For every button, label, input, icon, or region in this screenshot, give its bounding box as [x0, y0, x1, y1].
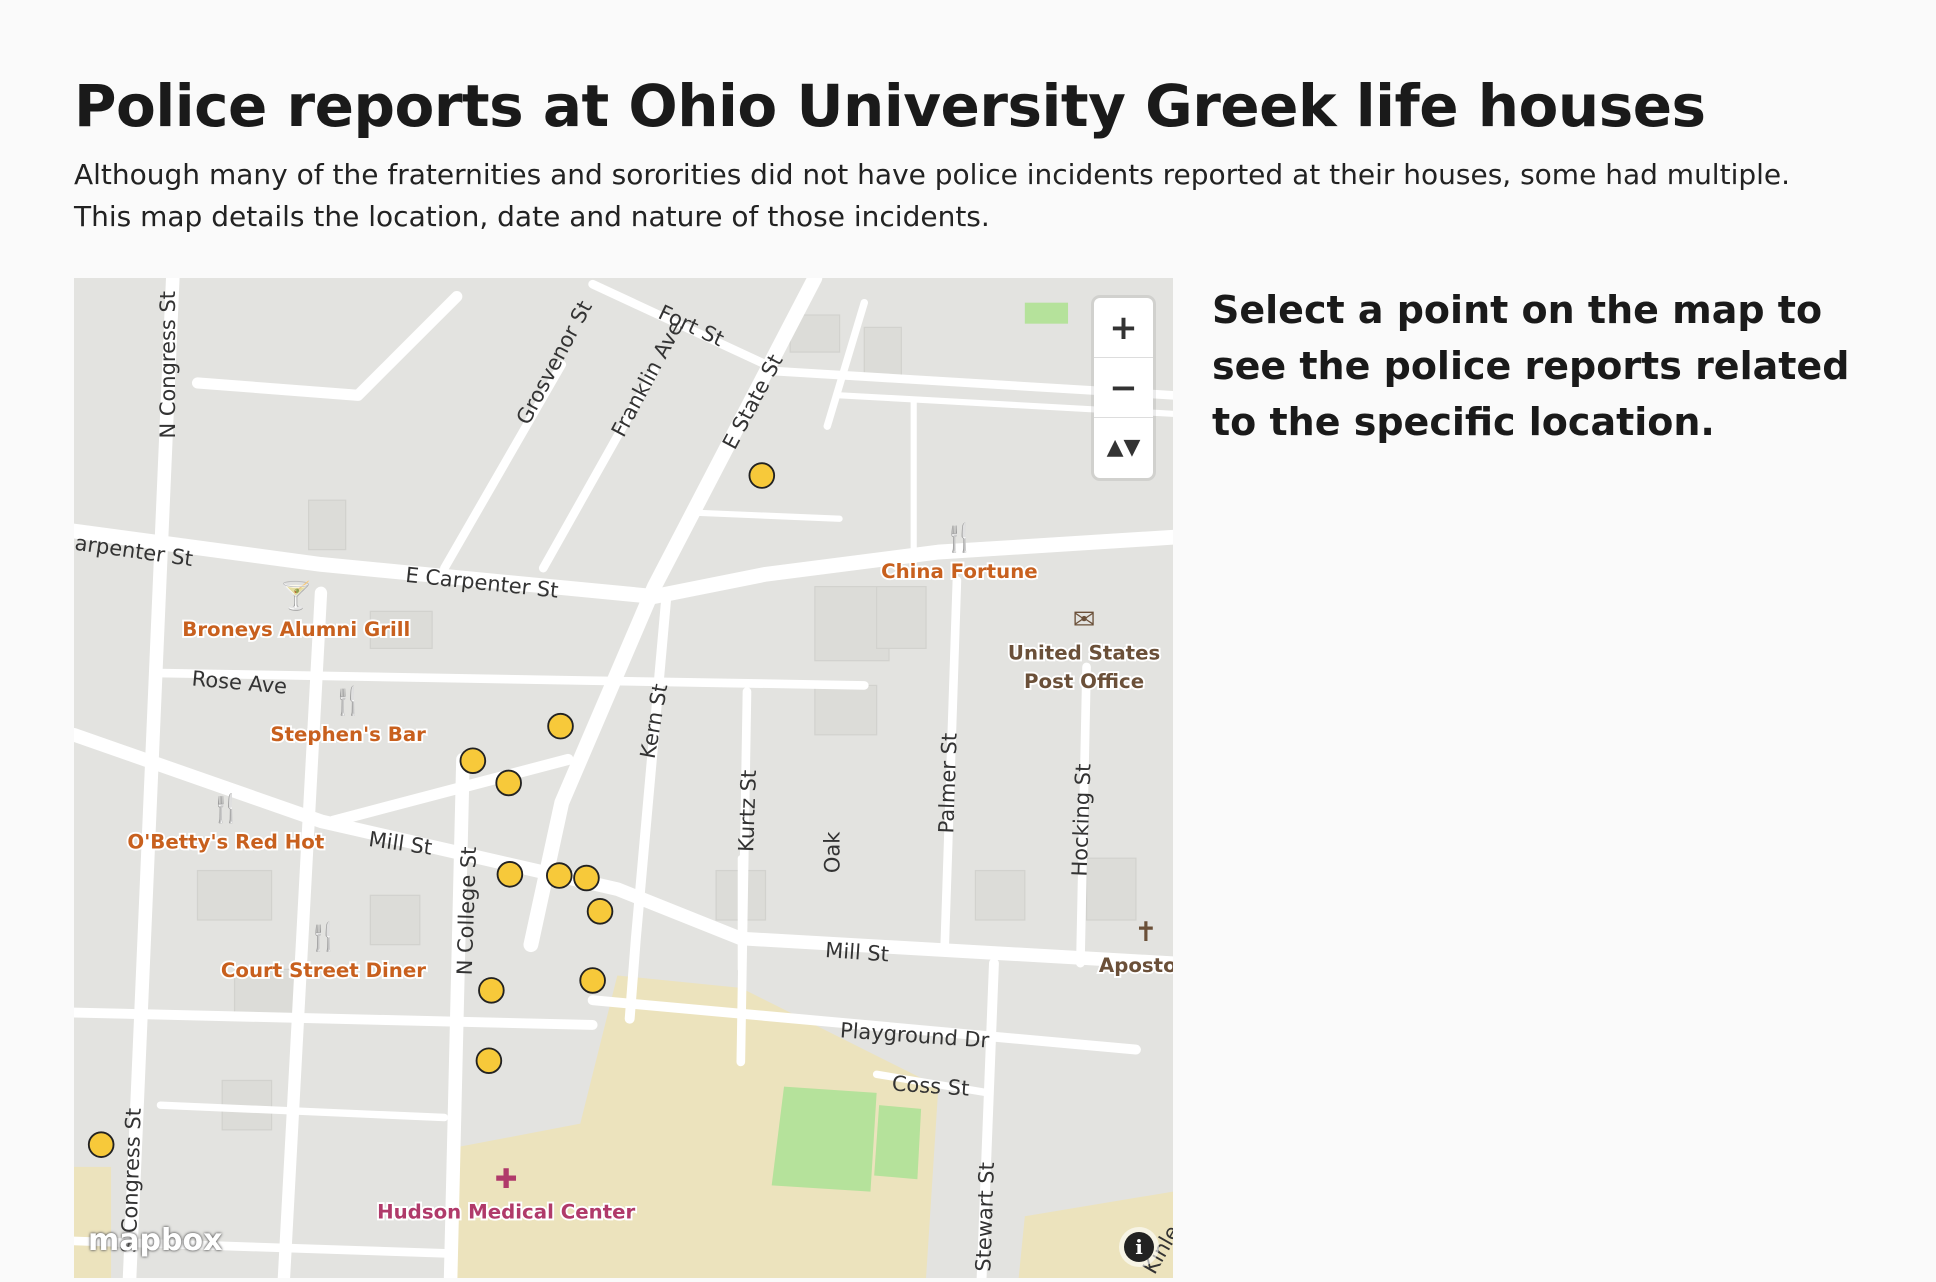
zoom-out-button[interactable]: − — [1094, 358, 1153, 418]
instruction-text: Select a point on the map to see the pol… — [1212, 288, 1850, 444]
building — [308, 499, 347, 551]
road — [122, 278, 180, 1278]
street-label: Kern St — [636, 682, 673, 760]
street-label: Oak — [821, 831, 845, 873]
poi-label[interactable]: Court Street Diner — [219, 957, 428, 984]
road — [588, 279, 770, 369]
incident-marker[interactable] — [748, 462, 776, 489]
incident-marker[interactable] — [586, 898, 614, 925]
road — [823, 298, 868, 430]
road — [538, 366, 659, 573]
incident-marker[interactable] — [475, 1047, 503, 1074]
road — [156, 668, 869, 690]
incident-marker[interactable] — [496, 861, 524, 888]
incident-marker[interactable] — [478, 977, 505, 1004]
street-label: S Congress St — [117, 1108, 146, 1254]
hospital-icon: ✚ — [495, 1164, 518, 1195]
road — [688, 509, 843, 522]
incident-marker[interactable] — [547, 712, 574, 740]
building — [369, 894, 421, 946]
info-icon[interactable]: i — [1124, 1232, 1154, 1262]
street-label: Palmer St — [934, 732, 961, 833]
incident-marker[interactable] — [573, 864, 600, 892]
road — [74, 1007, 598, 1030]
street-label: Coss St — [891, 1071, 970, 1100]
building — [789, 314, 841, 353]
zoom-in-button[interactable]: + — [1094, 298, 1153, 358]
building — [876, 586, 927, 649]
park-area — [1024, 302, 1069, 324]
street-label: Grosvenor St — [512, 297, 597, 429]
road — [1076, 662, 1091, 968]
campus-area — [74, 1166, 112, 1278]
street-label: N College St — [453, 846, 481, 976]
poi-label[interactable]: China Fortune — [879, 558, 1039, 585]
road — [587, 995, 1141, 1055]
road — [327, 753, 574, 827]
street-label: Playground Dr — [839, 1018, 990, 1052]
road — [156, 1101, 449, 1122]
street-label: N Congress St — [156, 291, 180, 439]
restaurant-icon: 🍴 — [307, 921, 341, 953]
road — [74, 523, 1173, 604]
campus-area — [450, 975, 939, 1278]
building — [369, 610, 433, 649]
road — [191, 290, 463, 401]
church-icon: ✝ — [1134, 917, 1157, 948]
road — [74, 728, 1173, 970]
street-label: Stewart St — [971, 1162, 999, 1272]
restaurant-icon: 🍴 — [331, 685, 365, 717]
restaurant-icon: 🍴 — [209, 793, 243, 825]
street-label: Mill St — [824, 938, 889, 966]
mapbox-logo[interactable]: mapbox — [88, 1223, 223, 1258]
incident-marker[interactable] — [87, 1131, 115, 1158]
road — [277, 586, 328, 1278]
street-label: Mill St — [367, 827, 434, 860]
road — [940, 576, 962, 956]
incident-marker[interactable] — [495, 769, 522, 797]
building — [863, 326, 902, 378]
post-office-icon: ✉ — [1073, 605, 1096, 636]
road — [74, 1236, 449, 1258]
page-subtitle: Although many of the fraternities and so… — [74, 158, 1791, 233]
street-label: Hocking St — [1068, 763, 1096, 877]
compass-button[interactable]: ▲▼ — [1094, 418, 1153, 478]
poi-label[interactable]: Post Office — [1022, 668, 1146, 695]
building — [814, 684, 878, 736]
road — [976, 958, 999, 1278]
page-title: Police reports at Ohio University Greek … — [74, 72, 1706, 140]
poi-label[interactable]: United States — [1006, 640, 1162, 667]
incident-marker[interactable] — [579, 967, 606, 994]
incident-marker[interactable] — [459, 747, 487, 774]
street-label: E State St — [718, 350, 788, 453]
poi-label[interactable]: Broneys Alumni Grill — [180, 616, 412, 643]
poi-label[interactable]: O'Betty's Red Hot — [126, 829, 327, 856]
building — [196, 869, 273, 921]
building — [1085, 857, 1137, 921]
park-area — [874, 1105, 922, 1180]
map[interactable]: N Congress St Fort St Grosvenor St Franklin… — [74, 278, 1173, 1278]
road — [872, 1070, 992, 1097]
incident-marker[interactable] — [546, 862, 573, 889]
street-label: E Carpenter St — [404, 563, 559, 603]
building — [974, 869, 1026, 921]
street-label: Kurtz St — [734, 769, 761, 852]
map-controls: + − ▲▼ — [1094, 298, 1153, 478]
poi-label[interactable]: Apostolic C — [1097, 952, 1173, 979]
cocktail-icon: 🍸 — [279, 579, 313, 612]
park-area — [771, 1086, 877, 1192]
road — [440, 360, 567, 573]
poi-label[interactable]: Stephen's Bar — [269, 721, 428, 748]
road — [624, 587, 672, 1024]
poi-label[interactable]: Hudson Medical Center — [375, 1199, 637, 1226]
street-label: Franklin Ave — [607, 317, 688, 441]
restaurant-icon: 🍴 — [942, 522, 976, 554]
